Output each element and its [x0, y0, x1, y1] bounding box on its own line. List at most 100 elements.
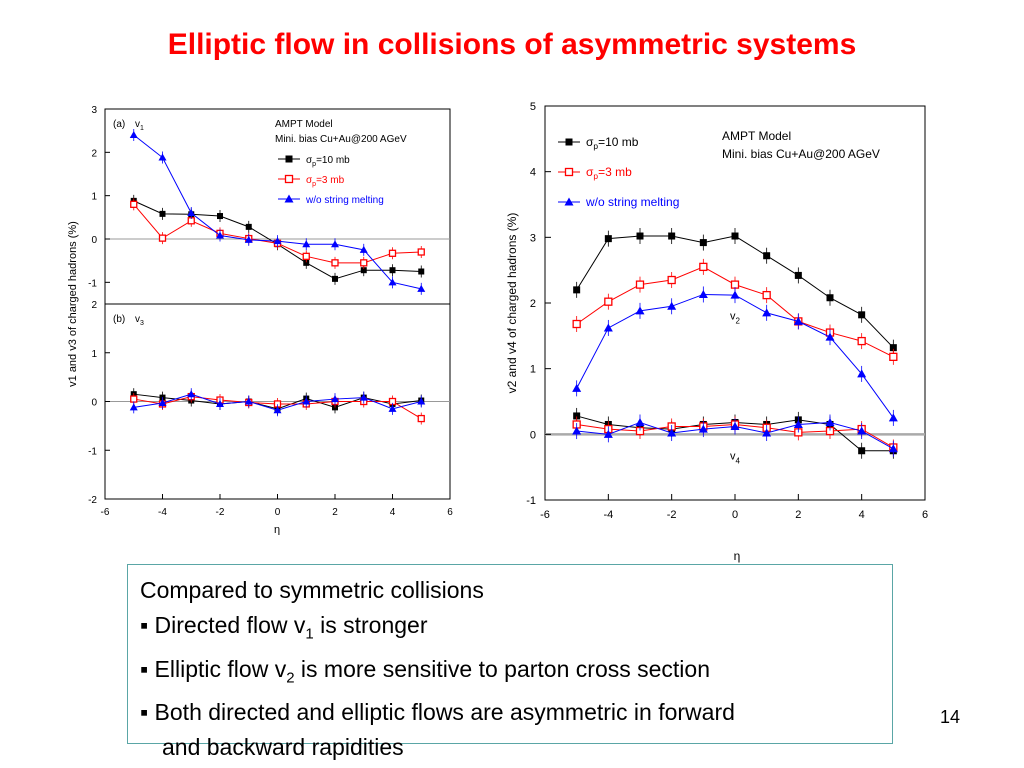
marker-triangle	[244, 397, 253, 405]
y-tick-label: 1	[91, 349, 97, 360]
marker-triangle	[216, 231, 224, 239]
marker-triangle	[603, 323, 613, 332]
legend-subtitle: Mini. bias Cu+Au@200 AGeV	[722, 147, 880, 161]
marker-filled-square	[794, 271, 802, 279]
x-tick-label: 6	[922, 509, 928, 521]
y-tick-label: 2	[91, 300, 97, 311]
chart-left: 3 2 1 0 -1 (a) v1 2 1 0 -1 -2 (b) v3 -6 -4 -2 0 2 4 6 η v1 and…	[67, 105, 453, 535]
marker-open-square	[417, 248, 425, 256]
marker-filled-square	[159, 210, 166, 217]
bullet-1-subscript: 1	[305, 625, 314, 643]
x-tick-label: 0	[275, 507, 281, 518]
marker-open-square	[730, 280, 740, 289]
marker-triangle	[730, 421, 740, 430]
marker-open-square	[604, 297, 613, 306]
marker-triangle	[762, 308, 772, 317]
x-tick-label: -4	[158, 507, 167, 518]
summary-box: Compared to symmetric collisions ▪ Direc…	[127, 564, 893, 760]
x-tick-label: -2	[216, 507, 225, 518]
marker-open-square	[158, 234, 167, 242]
marker-triangle	[857, 369, 867, 378]
marker-filled-square	[636, 232, 644, 240]
marker-triangle	[273, 406, 282, 414]
marker-filled-square	[565, 138, 573, 146]
bullet-1-tail: is stronger	[313, 612, 428, 638]
marker-triangle	[417, 397, 426, 405]
legend-label: σp=10 mb	[586, 135, 639, 151]
marker-triangle	[825, 332, 835, 341]
marker-open-square	[667, 275, 676, 285]
y-tick-label: 1	[91, 192, 97, 203]
curve-annotation: v2	[730, 310, 741, 325]
marker-open-square	[417, 414, 425, 423]
marker-filled-square	[245, 223, 252, 230]
legend-title: AMPT Model	[722, 129, 791, 143]
marker-triangle	[635, 306, 645, 315]
marker-triangle	[244, 235, 253, 243]
y-tick-label: 0	[91, 398, 97, 409]
x-axis-label: η	[274, 524, 280, 535]
panel-variable-label: v1	[135, 119, 144, 132]
marker-triangle	[187, 209, 196, 216]
marker-triangle	[417, 284, 426, 292]
marker-triangle	[635, 418, 645, 427]
x-axis-label: η	[734, 549, 741, 563]
marker-filled-square	[573, 286, 581, 294]
marker-triangle	[888, 413, 898, 422]
bullet-3-text: Both directed and elliptic flows are asy…	[154, 699, 735, 726]
marker-triangle	[302, 240, 311, 248]
x-tick-label: -2	[667, 509, 677, 521]
marker-filled-square	[604, 235, 612, 243]
marker-filled-square	[668, 232, 676, 240]
legend-label: w/o string melting	[305, 195, 384, 206]
marker-open-square	[699, 262, 708, 272]
legend-subtitle: Mini. bias Cu+Au@200 AGeV	[275, 134, 407, 145]
marker-triangle	[698, 289, 708, 298]
legend-label: w/o string melting	[585, 195, 679, 209]
x-tick-label: 4	[390, 507, 396, 518]
marker-filled-square	[858, 447, 866, 455]
marker-triangle	[187, 390, 196, 398]
marker-open-square	[857, 336, 866, 346]
marker-triangle	[331, 395, 339, 403]
legend-label: σp=3 mb	[306, 175, 345, 188]
bullet-2-tail: is more sensitive to parton cross sectio…	[294, 655, 710, 682]
y-tick-label: -1	[88, 446, 97, 457]
marker-filled-square	[699, 239, 707, 247]
marker-triangle	[793, 316, 803, 325]
bullet-marker: ▪	[140, 699, 149, 726]
marker-triangle	[572, 383, 582, 392]
marker-filled-square	[889, 344, 897, 352]
marker-triangle	[667, 428, 677, 437]
marker-triangle	[762, 428, 772, 437]
bullet-2-subscript: 2	[286, 669, 295, 687]
legend-label: σp=10 mb	[306, 155, 350, 168]
marker-triangle	[331, 240, 339, 248]
panel-label: (a)	[113, 119, 125, 130]
marker-filled-square	[285, 155, 293, 163]
summary-bullet-3-continued: and backward rapidities	[162, 734, 404, 761]
y-tick-label: 1	[530, 364, 536, 376]
x-tick-label: -6	[101, 507, 110, 518]
bullet-marker: ▪	[140, 612, 149, 638]
marker-filled-square	[332, 275, 338, 282]
y-tick-label: 0	[530, 429, 536, 441]
marker-triangle	[284, 194, 294, 203]
marker-filled-square	[858, 311, 866, 319]
marker-open-square	[130, 200, 138, 208]
x-tick-label: 6	[447, 507, 453, 518]
y-tick-label: 4	[530, 167, 536, 179]
marker-triangle	[698, 424, 708, 433]
marker-triangle	[888, 444, 898, 453]
marker-triangle	[564, 197, 574, 206]
x-tick-label: -4	[603, 509, 613, 521]
y-tick-label: 2	[530, 298, 536, 310]
marker-filled-square	[303, 259, 310, 266]
summary-bullet-2: ▪ Elliptic flow v2 is more sensitive to …	[140, 652, 880, 696]
marker-triangle	[572, 426, 582, 435]
marker-open-square	[360, 259, 368, 267]
marker-open-square	[388, 249, 397, 257]
marker-triangle	[129, 403, 138, 411]
y-tick-label: 2	[91, 148, 97, 159]
marker-open-square	[564, 167, 574, 177]
